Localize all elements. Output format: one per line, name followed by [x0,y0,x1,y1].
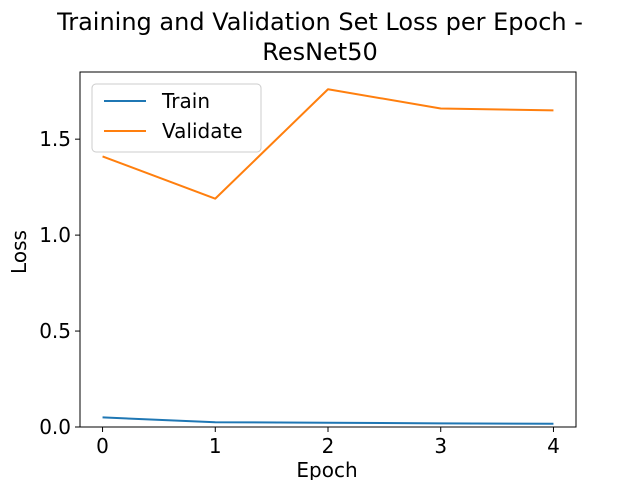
y-axis-ticks: 0.0 0.5 1.0 1.5 [39,127,80,439]
legend: Train Validate [91,83,262,153]
x-tick-label: 3 [434,434,447,458]
legend-label-validate: Validate [162,119,243,143]
chart-title-line-1: Training and Validation Set Loss per Epo… [56,8,583,36]
legend-label-train: Train [161,89,210,113]
chart-title-line-2: ResNet50 [262,38,378,66]
x-tick-label: 0 [96,434,109,458]
x-tick-label: 2 [322,434,335,458]
series-line-train [102,416,554,425]
x-axis-label: Epoch [296,458,357,480]
x-tick-label: 1 [209,434,222,458]
series-layer [102,88,554,425]
y-tick-label: 1.0 [39,223,71,247]
x-axis-ticks: 0 1 2 3 4 [96,427,560,458]
x-tick-label: 4 [547,434,560,458]
y-axis-label: Loss [7,230,31,274]
y-tick-label: 0.0 [39,415,71,439]
y-tick-label: 0.5 [39,319,71,343]
series-line-validate [102,88,554,200]
y-tick-label: 1.5 [39,127,71,151]
